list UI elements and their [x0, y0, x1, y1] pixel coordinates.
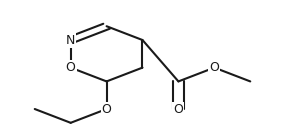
Text: O: O — [174, 103, 183, 116]
Text: O: O — [209, 61, 219, 74]
Text: O: O — [102, 103, 111, 116]
Text: N: N — [66, 34, 75, 47]
Text: O: O — [66, 61, 76, 74]
